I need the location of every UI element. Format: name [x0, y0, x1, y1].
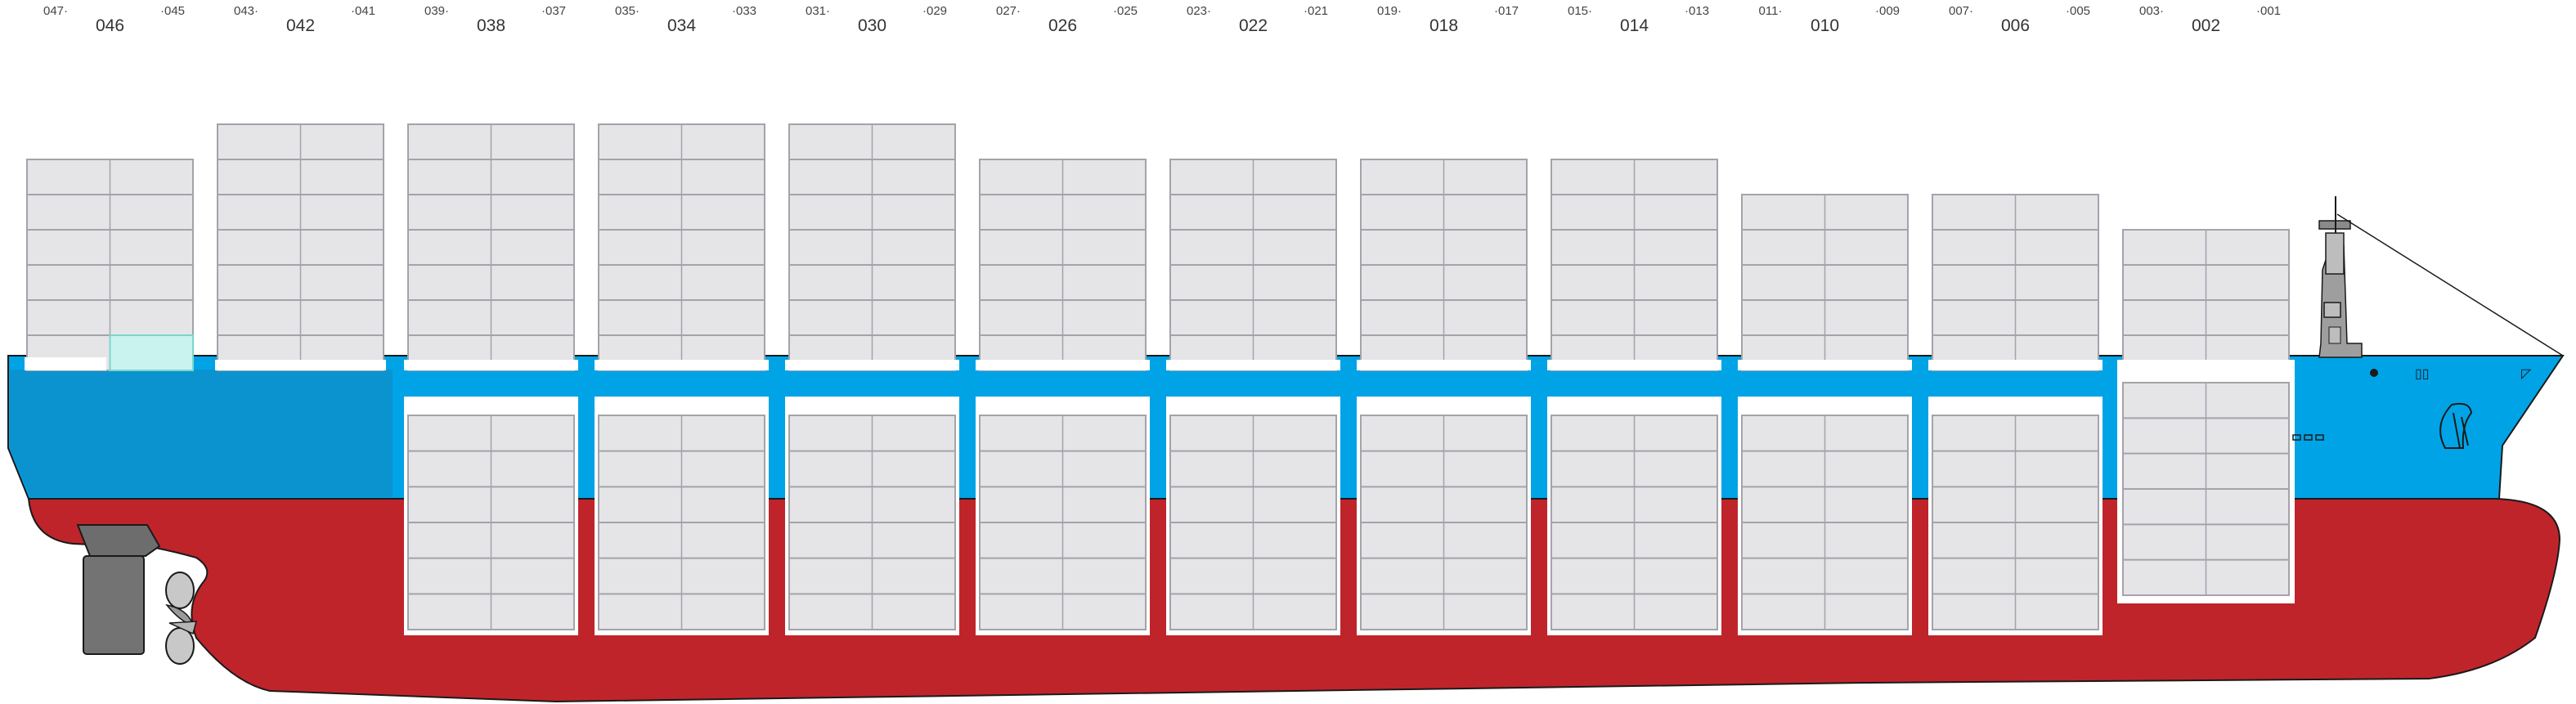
bay-labels: 046 047· ·045 042 043· ·041 038 039· ·037 034 035·…: [43, 4, 2281, 35]
hold-container-stacks: [407, 382, 2290, 630]
bay-fwd-label: ·001: [2256, 4, 2281, 18]
hold-stack-014: [1551, 415, 1718, 630]
bay-aft-label: 027·: [996, 4, 1021, 18]
bay-fwd-label: ·013: [1685, 4, 1709, 18]
deck-stack-002: [2122, 229, 2290, 371]
deck-stack-026: [979, 159, 1147, 371]
bay-label: 010: [1811, 16, 1839, 35]
hold-stack-034: [598, 415, 765, 630]
rudder: [76, 524, 161, 557]
hold-stack-010: [1741, 415, 1909, 630]
bow-marker-icon: [2370, 369, 2378, 377]
deck-base-plate: [1928, 360, 2103, 370]
deck-stack-010: [1741, 194, 1909, 371]
bay-fwd-label: ·005: [2066, 4, 2090, 18]
deckhouse: [2318, 196, 2363, 358]
propeller-icon: [165, 572, 197, 665]
bay-fwd-label: ·033: [732, 4, 756, 18]
bay-label: 014: [1620, 16, 1649, 35]
deck-base-plate: [404, 360, 578, 370]
bay-fwd-label: ·021: [1304, 4, 1328, 18]
deck-stack-006: [1932, 194, 2099, 371]
bay-label: 042: [286, 16, 315, 35]
bay-label: 034: [667, 16, 696, 35]
forestay-line: [2336, 213, 2564, 356]
bay-aft-label: 047·: [43, 4, 68, 18]
bow-thruster-icon: ◸: [2521, 367, 2532, 381]
bay-label: 018: [1429, 16, 1458, 35]
bay-aft-label: 007·: [1949, 4, 1973, 18]
deck-base-plate: [1357, 360, 1531, 370]
deck-base-plate: [215, 360, 386, 370]
deck-stack-014: [1551, 159, 1718, 371]
deck-base-plate: [785, 360, 959, 370]
deck-stack-030: [788, 123, 956, 371]
bay-aft-label: 043·: [234, 4, 258, 18]
bay-aft-label: 039·: [424, 4, 449, 18]
hull-aft-shade: [10, 370, 393, 497]
deck-stack-034: [598, 123, 765, 371]
bay-label: 002: [2192, 16, 2220, 35]
bay-label: 022: [1239, 16, 1268, 35]
aft-deck-white: [25, 357, 106, 370]
hold-stack-022: [1169, 415, 1337, 630]
deck-stack-042: [217, 123, 384, 371]
bay-fwd-label: ·045: [160, 4, 185, 18]
bay-fwd-label: ·017: [1494, 4, 1519, 18]
bay-fwd-label: ·025: [1113, 4, 1138, 18]
bay-aft-label: 019·: [1377, 4, 1402, 18]
bay-label: 030: [858, 16, 886, 35]
bay-fwd-label: ·009: [1875, 4, 1900, 18]
bay-fwd-label: ·041: [351, 4, 375, 18]
deck-stack-038: [407, 123, 575, 371]
deck-stack-018: [1360, 159, 1528, 371]
deck-base-plate: [1547, 360, 1721, 370]
bay-aft-label: 035·: [615, 4, 640, 18]
hold-stack-030: [788, 415, 956, 630]
deck-stack-046: [26, 159, 194, 371]
deck-base-plate: [595, 360, 769, 370]
bay-aft-label: 015·: [1568, 4, 1592, 18]
hull-openings: [2292, 434, 2324, 441]
deck-base-plate: [1166, 360, 1340, 370]
hold-stack-026: [979, 415, 1147, 630]
hold-stack-002: [2122, 382, 2290, 596]
bay-aft-label: 011·: [1759, 4, 1783, 18]
bay-fwd-label: ·029: [922, 4, 947, 18]
draft-mark-icon: ▯▯: [2415, 367, 2430, 381]
hold-stack-038: [407, 415, 575, 630]
bay-aft-label: 003·: [2139, 4, 2164, 18]
anchor-icon: [2439, 402, 2473, 449]
deck-base-plate: [976, 360, 1150, 370]
bay-label: 038: [477, 16, 505, 35]
deck-stack-022: [1169, 159, 1337, 371]
rudder-blade: [83, 555, 145, 655]
bay-label: 006: [2001, 16, 2030, 35]
bay-label: 026: [1048, 16, 1077, 35]
bay-aft-label: 031·: [806, 4, 830, 18]
deck-base-plate: [1738, 360, 1912, 370]
highlighted-container: [109, 334, 194, 371]
hold-stack-006: [1932, 415, 2099, 630]
bay-label: 046: [96, 16, 124, 35]
deck-container-stacks: [26, 123, 2290, 371]
hold-stack-018: [1360, 415, 1528, 630]
bay-aft-label: 023·: [1187, 4, 1211, 18]
bay-fwd-label: ·037: [541, 4, 566, 18]
